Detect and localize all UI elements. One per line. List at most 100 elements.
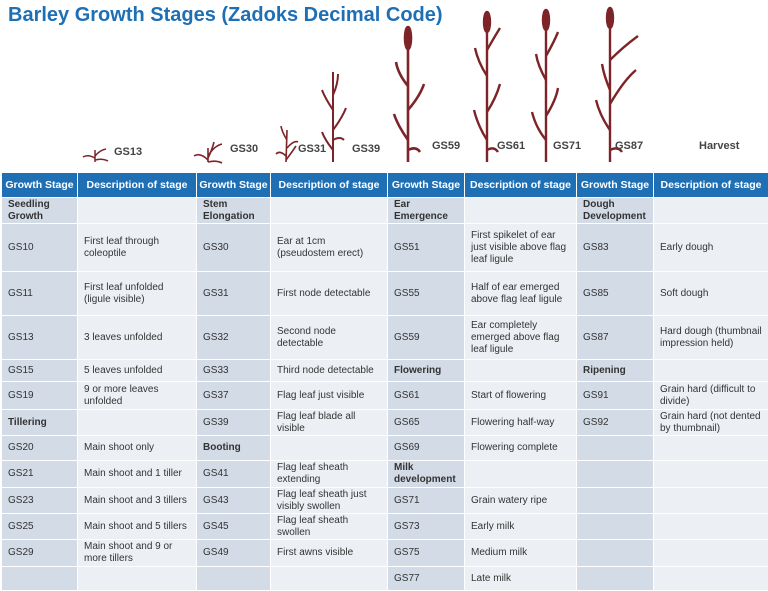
description-cell: Flag leaf just visible <box>271 382 388 410</box>
description-cell: Soft dough <box>654 272 768 316</box>
description-cell: Flowering complete <box>465 436 577 461</box>
growth-stage-cell: GS49 <box>197 540 271 567</box>
description-cell: Medium milk <box>465 540 577 567</box>
growth-stage-cell: GS71 <box>388 488 465 514</box>
growth-stage-cell: GS43 <box>197 488 271 514</box>
growth-stage-cell: GS39 <box>197 410 271 436</box>
description-cell <box>654 360 768 382</box>
description-cell: Flag leaf sheath swollen <box>271 514 388 540</box>
growth-stage-cell <box>577 514 654 540</box>
description-cell: Second node detectable <box>271 316 388 360</box>
growth-stage-cell: Milk development <box>388 461 465 488</box>
growth-stage-cell <box>577 567 654 591</box>
description-cell: Start of flowering <box>465 382 577 410</box>
plant-gs31 <box>276 126 298 162</box>
description-cell: Main shoot and 3 tillers <box>78 488 197 514</box>
plant-label: GS59 <box>432 140 460 152</box>
growth-stage-cell: GS20 <box>2 436 78 461</box>
growth-stage-cell: GS32 <box>197 316 271 360</box>
column-header: Growth Stage <box>388 173 465 198</box>
description-cell: First spikelet of ear just visible above… <box>465 224 577 272</box>
column-header: Description of stage <box>78 173 197 198</box>
growth-stage-cell: Tillering <box>2 410 78 436</box>
growth-stage-cell: GS30 <box>197 224 271 272</box>
growth-stage-cell: GS29 <box>2 540 78 567</box>
growth-stage-cell <box>577 461 654 488</box>
description-cell: Early milk <box>465 514 577 540</box>
description-cell: Grain hard (not dented by thumbnail) <box>654 410 768 436</box>
column-header: Description of stage <box>654 173 768 198</box>
description-cell: 9 or more leaves unfolded <box>78 382 197 410</box>
growth-stage-cell: GS87 <box>577 316 654 360</box>
growth-stage-cell <box>2 567 78 591</box>
column-header: Description of stage <box>465 173 577 198</box>
growth-stage-cell: Stem Elongation <box>197 198 271 224</box>
growth-stage-cell: GS83 <box>577 224 654 272</box>
growth-stage-cell: GS13 <box>2 316 78 360</box>
plant-gs13 <box>83 149 108 162</box>
description-cell: Half of ear emerged above flag leaf ligu… <box>465 272 577 316</box>
plant-label: GS39 <box>352 143 380 155</box>
plant-label: Harvest <box>699 140 739 152</box>
description-cell <box>654 488 768 514</box>
growth-stage-table: Growth Stage Description of stage Growth… <box>1 172 768 591</box>
description-cell: Ear completely emerged above flag leaf l… <box>465 316 577 360</box>
description-cell: Ear at 1cm (pseudostem erect) <box>271 224 388 272</box>
description-cell: First leaf through coleoptile <box>78 224 197 272</box>
growth-stage-cell: GS73 <box>388 514 465 540</box>
description-cell <box>654 461 768 488</box>
growth-stage-cell: GS51 <box>388 224 465 272</box>
growth-stage-cell: GS77 <box>388 567 465 591</box>
growth-stage-cell: GS75 <box>388 540 465 567</box>
plant-label: GS61 <box>497 140 525 152</box>
growth-stage-cell: GS19 <box>2 382 78 410</box>
description-cell: First awns visible <box>271 540 388 567</box>
description-cell: Main shoot and 9 or more tillers <box>78 540 197 567</box>
plant-gs59 <box>394 27 424 162</box>
description-cell <box>78 198 197 224</box>
plant-gs30 <box>194 142 222 163</box>
description-cell: Hard dough (thumbnail impression held) <box>654 316 768 360</box>
growth-stage-cell: GS23 <box>2 488 78 514</box>
description-cell: Late milk <box>465 567 577 591</box>
growth-stage-cell <box>577 436 654 461</box>
growth-stage-cell: Ripening <box>577 360 654 382</box>
growth-stage-cell: Seedling Growth <box>2 198 78 224</box>
plant-gs87 <box>596 8 638 162</box>
description-cell: Main shoot and 1 tiller <box>78 461 197 488</box>
description-cell: Flag leaf blade all visible <box>271 410 388 436</box>
growth-stage-cell: GS91 <box>577 382 654 410</box>
description-cell: Flag leaf sheath extending <box>271 461 388 488</box>
growth-stage-cell: GS15 <box>2 360 78 382</box>
description-cell <box>654 514 768 540</box>
growth-stage-cell: GS45 <box>197 514 271 540</box>
plant-label: GS31 <box>298 143 326 155</box>
growth-stage-cell: GS37 <box>197 382 271 410</box>
description-cell <box>271 198 388 224</box>
growth-stage-cell: GS61 <box>388 382 465 410</box>
description-cell: Main shoot only <box>78 436 197 461</box>
growth-stage-cell: GS33 <box>197 360 271 382</box>
description-cell: First leaf unfolded (ligule visible) <box>78 272 197 316</box>
description-cell: Main shoot and 5 tillers <box>78 514 197 540</box>
description-cell: Third node detectable <box>271 360 388 382</box>
growth-stage-cell <box>197 567 271 591</box>
description-cell <box>654 540 768 567</box>
table-header-row: Growth Stage Description of stage Growth… <box>2 173 768 198</box>
growth-stage-cell: GS69 <box>388 436 465 461</box>
description-cell: Flag leaf sheath just visibly swollen <box>271 488 388 514</box>
growth-stage-cell: GS10 <box>2 224 78 272</box>
growth-stage-cell: GS21 <box>2 461 78 488</box>
description-cell <box>465 198 577 224</box>
growth-stage-cell: GS11 <box>2 272 78 316</box>
